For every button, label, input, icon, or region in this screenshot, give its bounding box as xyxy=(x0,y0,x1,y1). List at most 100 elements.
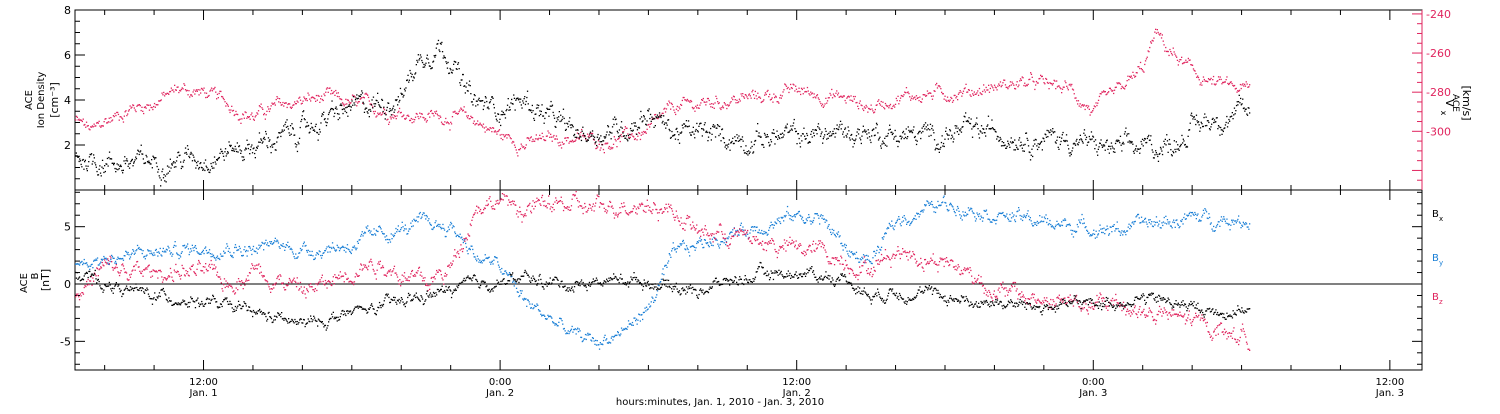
density-point xyxy=(141,145,142,146)
density-point xyxy=(1206,117,1207,118)
by-point xyxy=(983,217,984,218)
vx-point xyxy=(208,95,209,96)
density-point xyxy=(980,131,981,132)
vx-point xyxy=(1220,76,1221,77)
density-point xyxy=(333,116,334,117)
bz-point xyxy=(135,264,136,265)
by-point xyxy=(137,245,138,246)
by-point xyxy=(1108,235,1109,236)
vx-point xyxy=(131,107,132,108)
vx-point xyxy=(897,96,898,97)
vx-point xyxy=(200,92,201,93)
by-point xyxy=(162,251,163,252)
density-point xyxy=(615,119,616,120)
vx-point xyxy=(260,106,261,107)
density-point xyxy=(175,162,176,163)
density-point xyxy=(336,109,337,110)
density-point xyxy=(1091,131,1092,132)
vx-point xyxy=(599,144,600,145)
density-point xyxy=(412,80,413,81)
density-point xyxy=(488,107,489,108)
density-point xyxy=(646,120,647,121)
density-point xyxy=(660,117,661,118)
vx-point xyxy=(1159,34,1160,35)
vx-point xyxy=(359,101,360,102)
density-point xyxy=(803,133,804,134)
bz-point xyxy=(215,266,216,267)
density-point xyxy=(304,119,305,120)
density-point xyxy=(581,140,582,141)
by-point xyxy=(953,209,954,210)
vx-point xyxy=(1236,92,1237,93)
density-point xyxy=(399,100,400,101)
density-point xyxy=(902,132,903,133)
density-point xyxy=(922,131,923,132)
vx-point xyxy=(548,132,549,133)
density-point xyxy=(901,138,902,139)
vx-point xyxy=(903,94,904,95)
by-point xyxy=(841,243,842,244)
vx-point xyxy=(1068,89,1069,90)
by-point xyxy=(1195,214,1196,215)
density-point xyxy=(318,140,319,141)
vx-point xyxy=(299,97,300,98)
bz-point xyxy=(225,280,226,281)
vx-point xyxy=(443,124,444,125)
density-point xyxy=(845,127,846,128)
by-point xyxy=(1119,231,1120,232)
vx-point xyxy=(820,103,821,104)
vx-point xyxy=(991,86,992,87)
vx-point xyxy=(328,92,329,93)
density-point xyxy=(109,152,110,153)
by-point xyxy=(745,235,746,236)
vx-point xyxy=(982,91,983,92)
by-point xyxy=(153,255,154,256)
density-point xyxy=(861,143,862,144)
by-point xyxy=(1246,223,1247,224)
density-point xyxy=(868,129,869,130)
by-point xyxy=(758,232,759,233)
density-point xyxy=(1190,123,1191,124)
density-point xyxy=(246,148,247,149)
density-point xyxy=(108,157,109,158)
vx-point xyxy=(587,134,588,135)
density-point xyxy=(743,141,744,142)
vx-point xyxy=(619,137,620,138)
by-point xyxy=(634,317,635,318)
vx-point xyxy=(557,139,558,140)
vx-point xyxy=(767,90,768,91)
by-point xyxy=(1227,223,1228,224)
by-point xyxy=(801,218,802,219)
density-point xyxy=(1239,95,1240,96)
by-point xyxy=(761,230,762,231)
by-point xyxy=(185,247,186,248)
vx-point xyxy=(709,104,710,105)
by-point xyxy=(379,226,380,227)
by-point xyxy=(880,249,881,250)
vx-point xyxy=(198,89,199,90)
by-point xyxy=(1163,221,1164,222)
density-point xyxy=(214,156,215,157)
bz-point xyxy=(110,256,111,257)
density-point xyxy=(407,79,408,80)
density-point xyxy=(668,119,669,120)
bz-point xyxy=(233,290,234,291)
vx-point xyxy=(170,91,171,92)
density-point xyxy=(746,153,747,154)
density-point xyxy=(76,152,77,153)
by-point xyxy=(814,217,815,218)
density-point xyxy=(243,156,244,157)
density-point xyxy=(868,132,869,133)
vx-point xyxy=(337,96,338,97)
by-point xyxy=(788,212,789,213)
density-point xyxy=(913,129,914,130)
by-point xyxy=(839,235,840,236)
bz-point xyxy=(241,280,242,281)
density-point xyxy=(1200,127,1201,128)
density-point xyxy=(1125,128,1126,129)
density-point xyxy=(379,105,380,106)
vx-point xyxy=(183,83,184,84)
vx-point xyxy=(513,141,514,142)
density-point xyxy=(222,151,223,152)
vx-point xyxy=(343,104,344,105)
